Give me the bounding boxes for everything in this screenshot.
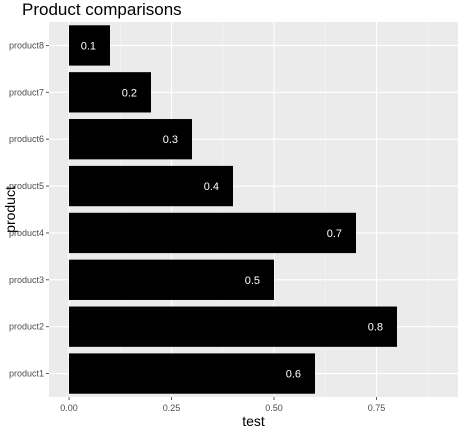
bar-product3 <box>69 259 274 300</box>
bar-product7 <box>69 72 151 113</box>
bar-product2 <box>69 306 397 347</box>
y-tick-label-product6: product6 <box>9 134 44 144</box>
y-tick-label-product7: product7 <box>9 87 44 97</box>
x-tick-label: 0.25 <box>163 403 181 413</box>
axis-layer: product1 product2 product3 product4 product5… <box>9 40 385 413</box>
data-label-product6: 0.3 <box>163 134 178 146</box>
y-tick-label-product3: product3 <box>9 275 44 285</box>
y-tick-label-product5: product5 <box>9 181 44 191</box>
data-label-product8: 0.1 <box>81 40 96 52</box>
data-label-product2: 0.8 <box>368 322 383 334</box>
x-tick-label: 0.50 <box>265 403 283 413</box>
y-tick-label-product4: product4 <box>9 228 44 238</box>
bar-layer <box>69 25 397 394</box>
data-label-layer: 0.6 0.8 0.5 0.7 0.4 0.3 0.2 0.1 <box>81 40 383 380</box>
data-label-product5: 0.4 <box>204 181 219 193</box>
y-tick-label-product1: product1 <box>9 369 44 379</box>
y-tick-label-product8: product8 <box>9 40 44 50</box>
x-axis-title: test <box>242 413 265 429</box>
bar-product1 <box>69 353 315 394</box>
data-label-product4: 0.7 <box>327 228 342 240</box>
data-label-product3: 0.5 <box>245 275 260 287</box>
y-tick-label-product2: product2 <box>9 322 44 332</box>
bar-product5 <box>69 165 233 207</box>
chart-title: Product comparisons <box>22 0 182 19</box>
data-label-product7: 0.2 <box>122 87 137 99</box>
bar-product6 <box>69 119 192 160</box>
x-tick-label: 0.00 <box>60 403 78 413</box>
bar-product8 <box>69 25 110 66</box>
data-label-product1: 0.6 <box>286 369 301 381</box>
x-tick-label: 0.75 <box>368 403 386 413</box>
bar-product4 <box>69 212 356 254</box>
y-axis-title: product <box>2 186 18 233</box>
